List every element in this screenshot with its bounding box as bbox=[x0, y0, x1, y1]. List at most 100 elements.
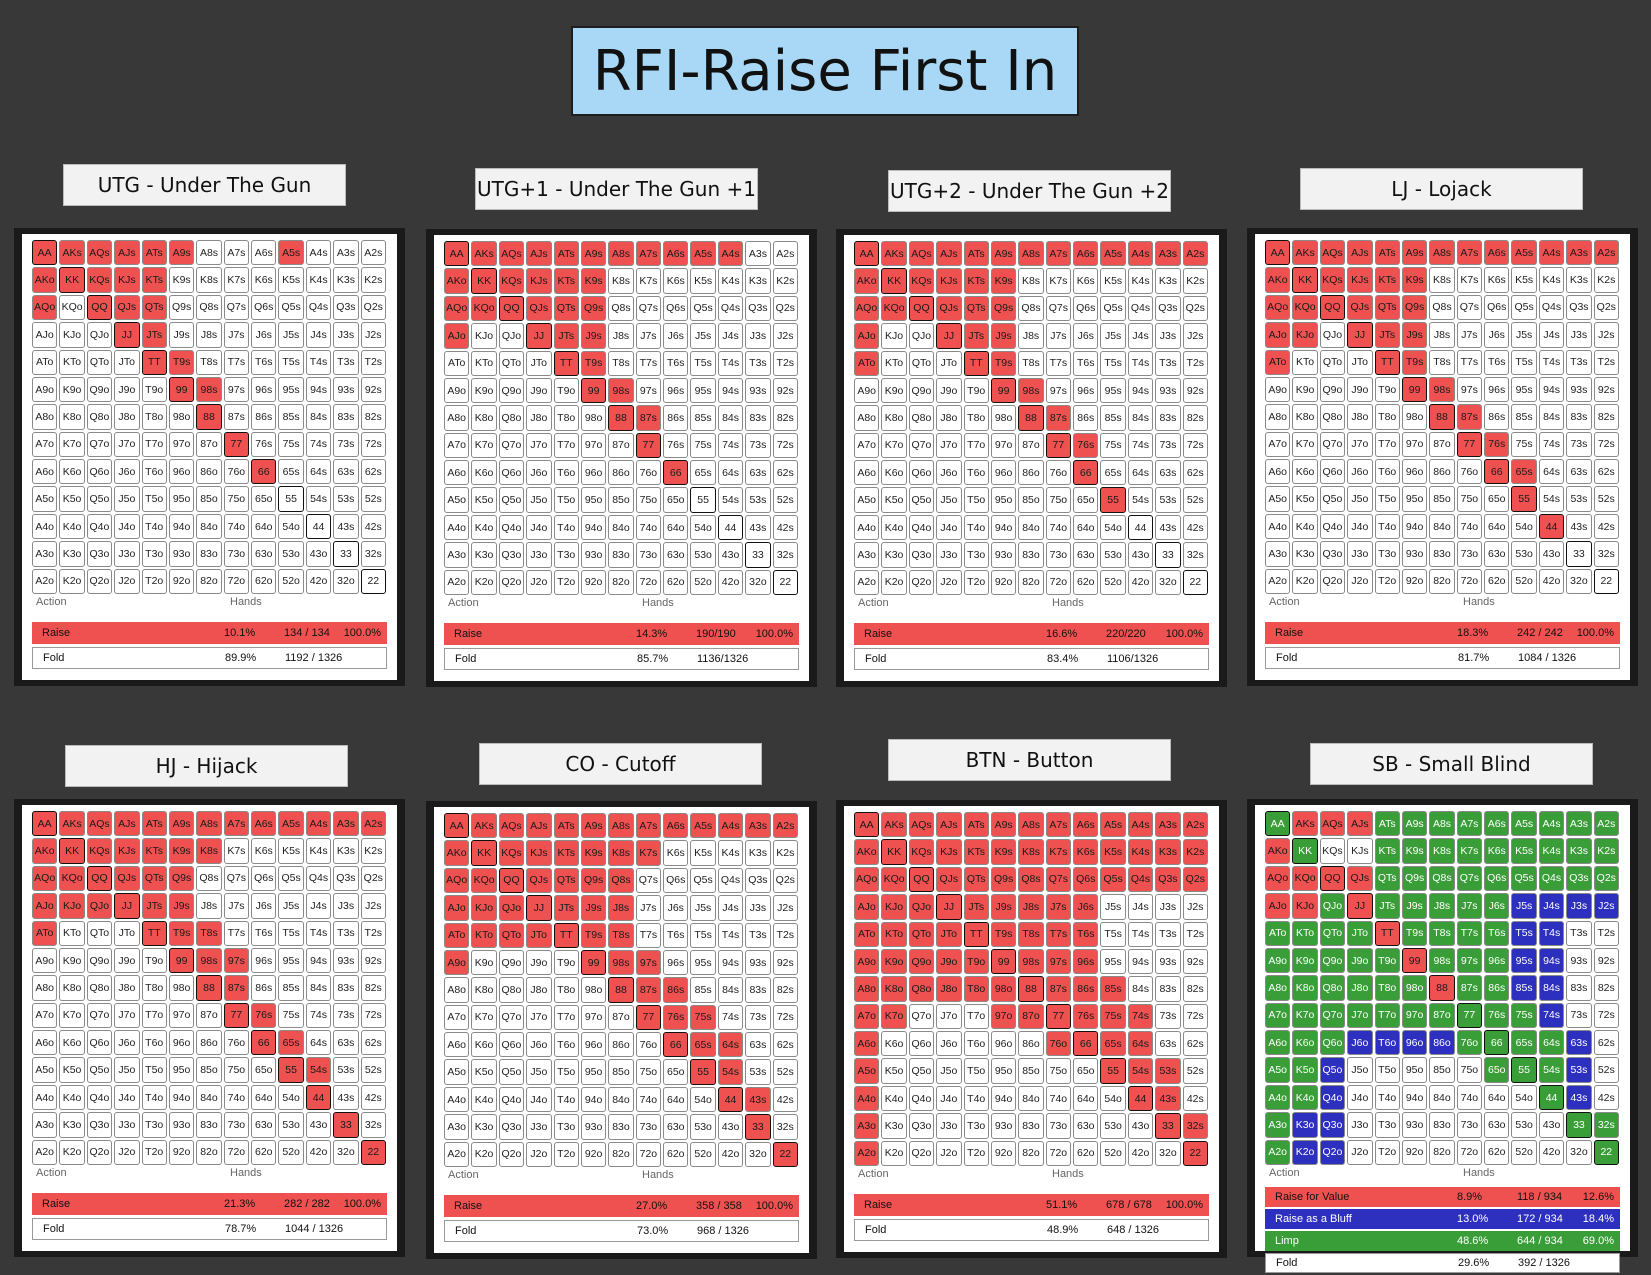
hand-cell[interactable]: T3o bbox=[141, 1112, 167, 1138]
hand-cell[interactable]: 87o bbox=[1018, 1003, 1044, 1030]
hand-cell[interactable]: 92s bbox=[772, 949, 798, 976]
hand-cell[interactable]: 82o bbox=[196, 568, 222, 594]
hand-cell[interactable]: J7o bbox=[1347, 1002, 1373, 1029]
hand-cell[interactable]: 52o bbox=[690, 1141, 716, 1167]
hand-cell[interactable]: A8s bbox=[196, 811, 222, 837]
hand-cell[interactable]: J4s bbox=[1538, 322, 1565, 348]
hand-cell[interactable]: T2o bbox=[553, 569, 579, 595]
hand-cell[interactable]: 22 bbox=[1182, 569, 1208, 595]
hand-cell[interactable]: QQ bbox=[498, 867, 525, 894]
hand-cell[interactable]: 82o bbox=[1429, 1139, 1455, 1165]
hand-cell[interactable]: K3s bbox=[1566, 838, 1592, 864]
hand-cell[interactable]: Q7s bbox=[635, 295, 662, 322]
hand-cell[interactable]: 98o bbox=[1401, 975, 1428, 1001]
hand-cell[interactable]: J4o bbox=[114, 1084, 140, 1111]
hand-cell[interactable]: Q9o bbox=[498, 377, 525, 404]
hand-cell[interactable]: 83s bbox=[333, 975, 359, 1001]
hand-cell[interactable]: 98o bbox=[1401, 404, 1428, 430]
hand-cell[interactable]: ATo bbox=[1265, 349, 1291, 375]
hand-cell[interactable]: Q9s bbox=[1401, 294, 1428, 321]
hand-cell[interactable]: 93s bbox=[1566, 947, 1592, 974]
hand-cell[interactable]: T5s bbox=[1511, 920, 1537, 946]
hand-cell[interactable]: A2s bbox=[772, 241, 798, 267]
hand-cell[interactable]: 76o bbox=[1456, 1030, 1483, 1056]
hand-cell[interactable]: K9s bbox=[168, 267, 195, 293]
hand-cell[interactable]: AKs bbox=[59, 811, 85, 837]
hand-cell[interactable]: A9o bbox=[444, 377, 470, 404]
hand-cell[interactable]: 33 bbox=[1155, 1113, 1181, 1139]
hand-cell[interactable]: 87s bbox=[223, 975, 250, 1001]
hand-cell[interactable]: 66 bbox=[1073, 460, 1099, 486]
hand-cell[interactable]: T8s bbox=[1018, 921, 1044, 947]
hand-cell[interactable]: 83o bbox=[1429, 541, 1455, 567]
hand-cell[interactable]: 96s bbox=[1484, 376, 1510, 403]
hand-cell[interactable]: T3o bbox=[963, 1113, 989, 1139]
hand-cell[interactable]: 96s bbox=[251, 947, 277, 974]
hand-cell[interactable]: JTs bbox=[553, 323, 579, 349]
hand-cell[interactable]: 44 bbox=[717, 1086, 744, 1113]
hand-cell[interactable]: 85o bbox=[1018, 487, 1044, 513]
hand-cell[interactable]: QJs bbox=[114, 865, 140, 892]
hand-cell[interactable]: 52s bbox=[772, 487, 798, 513]
hand-cell[interactable]: 73o bbox=[1456, 541, 1483, 567]
hand-cell[interactable]: Q7o bbox=[908, 1003, 935, 1030]
hand-cell[interactable]: A9s bbox=[580, 241, 607, 267]
hand-cell[interactable]: 95s bbox=[690, 377, 716, 404]
hand-cell[interactable]: K4o bbox=[1292, 513, 1318, 540]
hand-cell[interactable]: J3s bbox=[333, 322, 359, 348]
hand-cell[interactable]: Q7s bbox=[1045, 866, 1072, 893]
hand-cell[interactable]: A4s bbox=[305, 811, 332, 837]
hand-cell[interactable]: 43o bbox=[1127, 1113, 1154, 1139]
hand-cell[interactable]: A6s bbox=[251, 240, 277, 266]
hand-cell[interactable]: 84o bbox=[1018, 514, 1044, 541]
hand-cell[interactable]: 63o bbox=[251, 541, 277, 567]
hand-cell[interactable]: QTs bbox=[963, 295, 989, 322]
hand-cell[interactable]: J5o bbox=[936, 487, 962, 513]
hand-cell[interactable]: 32o bbox=[1566, 568, 1592, 594]
hand-cell[interactable]: 66 bbox=[663, 1032, 689, 1058]
hand-cell[interactable]: T8s bbox=[1429, 349, 1455, 375]
hand-cell[interactable]: AKs bbox=[59, 240, 85, 266]
hand-cell[interactable]: J2o bbox=[526, 569, 552, 595]
hand-cell[interactable]: JTs bbox=[1374, 893, 1400, 919]
hand-cell[interactable]: K4o bbox=[1292, 1084, 1318, 1111]
hand-cell[interactable]: J7o bbox=[526, 432, 552, 459]
hand-cell[interactable]: AQs bbox=[86, 240, 113, 266]
hand-cell[interactable]: K2s bbox=[772, 840, 798, 866]
hand-cell[interactable]: 97o bbox=[168, 1002, 195, 1029]
hand-cell[interactable]: 66 bbox=[663, 460, 689, 486]
hand-cell[interactable]: KQo bbox=[1292, 865, 1318, 892]
hand-cell[interactable]: K2s bbox=[360, 267, 386, 293]
hand-cell[interactable]: 86o bbox=[608, 460, 634, 486]
hand-cell[interactable]: J5o bbox=[114, 1057, 140, 1083]
hand-cell[interactable]: 98o bbox=[580, 977, 607, 1003]
hand-cell[interactable]: J6o bbox=[526, 460, 552, 486]
hand-cell[interactable]: 76s bbox=[1484, 431, 1510, 458]
hand-cell[interactable]: K8o bbox=[59, 975, 85, 1001]
hand-cell[interactable]: 72s bbox=[1182, 1003, 1208, 1030]
hand-cell[interactable]: KTs bbox=[963, 268, 989, 294]
hand-cell[interactable]: T8o bbox=[141, 975, 167, 1001]
hand-cell[interactable]: J4s bbox=[1127, 323, 1154, 349]
hand-cell[interactable]: Q5s bbox=[278, 865, 304, 892]
hand-cell[interactable]: K6o bbox=[881, 1031, 907, 1057]
hand-cell[interactable]: 43s bbox=[745, 1086, 771, 1113]
hand-cell[interactable]: J2o bbox=[114, 1139, 140, 1165]
hand-cell[interactable]: A9s bbox=[990, 241, 1017, 267]
hand-cell[interactable]: AJo bbox=[854, 323, 880, 349]
hand-cell[interactable]: J8s bbox=[608, 323, 634, 349]
hand-cell[interactable]: 83o bbox=[1018, 542, 1044, 568]
hand-cell[interactable]: A6o bbox=[32, 459, 58, 485]
hand-cell[interactable]: 44 bbox=[717, 514, 744, 541]
hand-cell[interactable]: 54o bbox=[278, 1084, 304, 1111]
hand-cell[interactable]: J2s bbox=[1593, 893, 1619, 919]
hand-cell[interactable]: K9o bbox=[59, 376, 85, 403]
hand-cell[interactable]: ATo bbox=[32, 349, 58, 375]
hand-cell[interactable]: KK bbox=[59, 838, 85, 864]
hand-cell[interactable]: 84o bbox=[1429, 1084, 1455, 1111]
hand-cell[interactable]: J6o bbox=[526, 1032, 552, 1058]
hand-cell[interactable]: K7o bbox=[59, 431, 85, 458]
hand-cell[interactable]: T7o bbox=[1374, 1002, 1400, 1029]
hand-cell[interactable]: A3s bbox=[333, 811, 359, 837]
hand-cell[interactable]: T4s bbox=[1538, 349, 1565, 375]
